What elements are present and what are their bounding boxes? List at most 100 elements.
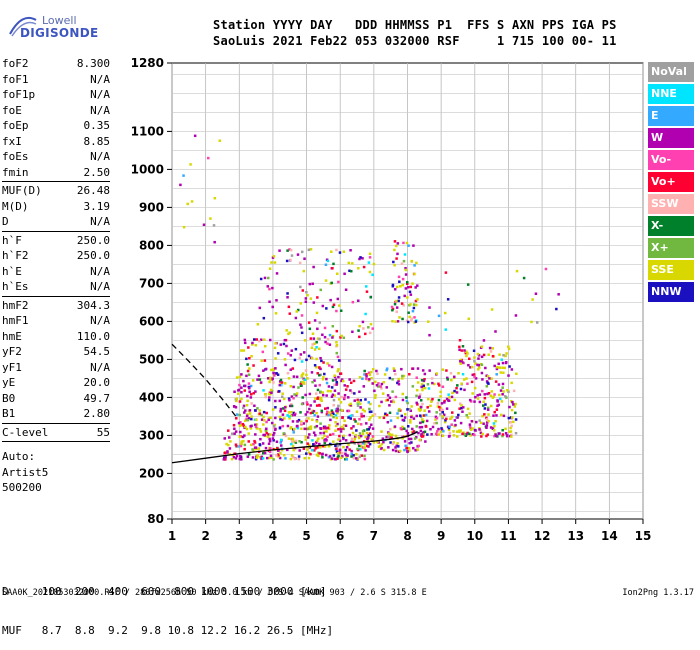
legend-item-vominus: Vo-	[648, 150, 694, 170]
echo-point	[244, 425, 247, 429]
echo-point	[313, 348, 317, 351]
echo-point	[328, 455, 332, 458]
echo-point	[476, 394, 479, 397]
echo-point	[445, 417, 448, 421]
echo-point	[420, 385, 423, 389]
echo-point	[358, 417, 361, 421]
echo-point	[485, 426, 488, 430]
echo-point	[367, 261, 371, 264]
echo-point	[530, 320, 533, 324]
echo-point	[328, 424, 331, 427]
echo-point	[311, 380, 314, 384]
echo-point	[235, 413, 239, 416]
echo-point	[258, 412, 262, 415]
echo-point	[290, 254, 294, 257]
echo-point	[286, 352, 290, 355]
echo-point	[405, 241, 409, 245]
echo-point	[367, 371, 371, 375]
echo-point	[318, 337, 321, 341]
echo-point	[243, 389, 247, 392]
echo-point	[293, 358, 297, 362]
echo-point	[260, 413, 263, 417]
echo-point	[314, 441, 318, 445]
echo-point	[368, 331, 372, 335]
echo-point	[290, 454, 294, 457]
echo-point	[480, 435, 483, 438]
echo-point	[338, 304, 341, 307]
echo-point	[330, 395, 334, 398]
echo-point	[324, 340, 327, 344]
echo-point	[330, 365, 334, 369]
echo-point	[466, 283, 470, 286]
echo-point	[491, 354, 495, 358]
echo-point	[441, 410, 444, 414]
echo-point	[433, 382, 436, 386]
echo-point	[290, 442, 293, 446]
echo-point	[315, 346, 318, 349]
echo-point	[319, 373, 322, 377]
echo-point	[256, 378, 259, 381]
echo-point	[345, 458, 349, 461]
echo-point	[458, 348, 461, 352]
echo-point	[334, 458, 337, 461]
echo-point	[468, 432, 471, 436]
echo-point	[448, 425, 451, 428]
echo-point	[442, 413, 446, 417]
echo-point	[417, 431, 420, 435]
echo-point	[492, 422, 496, 425]
param-name: B0	[2, 391, 16, 405]
echo-point	[510, 368, 514, 371]
echo-point	[298, 356, 302, 360]
echo-point	[353, 418, 356, 421]
echo-point	[436, 402, 440, 405]
echo-point	[494, 433, 497, 436]
echo-point	[330, 457, 334, 460]
echo-point	[507, 347, 511, 351]
legend-item-sse: SSE	[648, 260, 694, 280]
separator	[2, 181, 110, 182]
echo-point	[461, 432, 464, 436]
param-row-fof2: foF2 8.300	[2, 56, 110, 72]
echo-point	[327, 413, 330, 417]
echo-point	[297, 455, 301, 458]
echo-point	[285, 344, 288, 348]
echo-point	[272, 381, 275, 384]
echo-point	[345, 456, 348, 460]
x-tick-label: 1	[168, 529, 176, 543]
echo-point	[242, 349, 246, 352]
echo-point	[443, 399, 446, 403]
echo-point	[355, 453, 358, 456]
echo-point	[300, 331, 304, 335]
echo-point	[325, 377, 328, 381]
echo-point	[316, 439, 319, 443]
echo-point	[451, 391, 454, 395]
echo-point	[441, 415, 444, 418]
echo-point	[190, 200, 194, 203]
echo-point	[305, 419, 308, 423]
echo-point	[478, 400, 482, 404]
echo-point	[340, 334, 343, 338]
echo-point	[465, 377, 468, 380]
echo-point	[407, 244, 410, 247]
echo-point	[381, 392, 385, 395]
echo-point	[364, 398, 367, 401]
echo-point	[356, 404, 360, 407]
param-value: 54.5	[83, 345, 111, 358]
echo-point	[390, 433, 394, 437]
echo-point	[342, 445, 345, 449]
echo-point	[256, 454, 259, 458]
echo-point	[241, 435, 245, 439]
param-value: 55	[96, 425, 110, 439]
echo-point	[406, 449, 409, 453]
echo-point	[372, 441, 376, 444]
echo-point	[240, 386, 243, 389]
echo-point	[279, 438, 283, 442]
echo-point	[353, 440, 356, 443]
echo-point	[479, 431, 483, 435]
echo-point	[485, 374, 488, 377]
echo-point	[326, 389, 330, 393]
echo-point	[379, 385, 383, 388]
echo-point	[242, 404, 246, 408]
echo-point	[471, 373, 474, 377]
echo-point	[416, 367, 420, 370]
